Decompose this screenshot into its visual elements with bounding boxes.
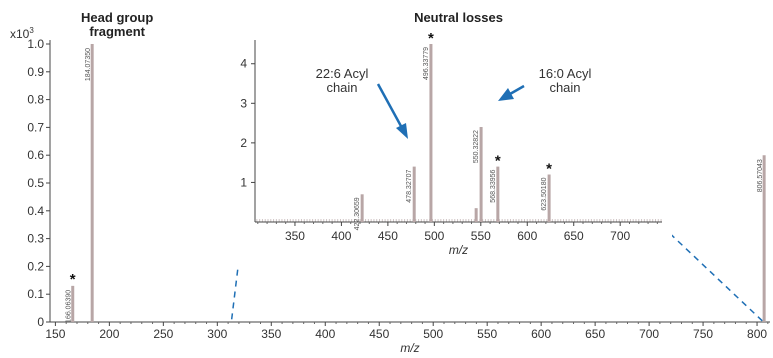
inset-x-tick-label: 550 <box>471 229 491 243</box>
main-peak-label: 184.07350 <box>85 48 92 81</box>
inset-x-tick-label: 700 <box>610 229 630 243</box>
x-axis-title: m/z <box>400 341 419 355</box>
inset-y-tick-label: 3 <box>240 96 247 110</box>
inset-x-tick-label: 400 <box>331 229 351 243</box>
y-tick-label: 0.1 <box>27 287 44 301</box>
inset-x-tick-label: 350 <box>285 229 305 243</box>
main-peak-star: * <box>70 271 76 288</box>
x-tick-label: 200 <box>99 327 119 341</box>
inset-peak-star: * <box>546 161 552 178</box>
y-tick-label: 0.6 <box>27 148 44 162</box>
inset-peak-label: 422.30659 <box>354 197 361 230</box>
y-multiplier-exponent: 3 <box>29 26 34 35</box>
y-tick-label: 0.9 <box>27 65 44 79</box>
inset-spectrum: Neutral losses 1 2 3 4 350 400 450 500 550 600 650 7… <box>225 10 672 267</box>
y-tick-label: 0.2 <box>27 259 44 273</box>
acyl-160-arrow-head <box>498 88 514 101</box>
inset-peak-label: 550.32822 <box>473 130 480 163</box>
y-tick-label: 0.7 <box>27 120 44 134</box>
x-tick-label: 450 <box>369 327 389 341</box>
inset-y-tick-label: 1 <box>240 175 247 189</box>
inset-x-axis-title: m/z <box>449 243 468 257</box>
zoom-line-right <box>661 225 765 323</box>
x-tick-label: 550 <box>477 327 497 341</box>
x-tick-label: 750 <box>693 327 713 341</box>
inset-peak-label: 496.33779 <box>423 47 430 80</box>
y-tick-label: 0.4 <box>27 204 44 218</box>
head-group-label-line1: Head group <box>81 10 153 25</box>
x-tick-label: 250 <box>153 327 173 341</box>
acyl-160-label-line2: chain <box>549 80 580 95</box>
y-tick-label: 1.0 <box>27 37 44 51</box>
x-tick-label: 800 <box>747 327 767 341</box>
x-tick-label: 650 <box>585 327 605 341</box>
acyl-226-label-line2: chain <box>326 80 357 95</box>
x-tick-label: 350 <box>261 327 281 341</box>
main-peak-label: 166.06390 <box>66 290 73 323</box>
inset-peak-label: 568.33956 <box>490 170 497 203</box>
acyl-160-arrow-shaft <box>509 84 525 96</box>
acyl-226-arrow-shaft <box>376 83 404 129</box>
inset-y-tick-label: 4 <box>240 57 247 71</box>
inset-y-tick-label: 2 <box>240 136 247 150</box>
inset-background <box>225 10 672 267</box>
y-multiplier-label: x103 <box>10 26 34 41</box>
inset-x-tick-label: 450 <box>378 229 398 243</box>
acyl-226-label-line1: 22:6 Acyl <box>316 66 369 81</box>
x-tick-label: 600 <box>531 327 551 341</box>
inset-title: Neutral losses <box>414 10 503 25</box>
acyl-226-arrow-head <box>396 123 408 139</box>
y-tick-label: 0 <box>37 315 44 329</box>
y-tick-label: 0.5 <box>27 176 44 190</box>
head-group-label-line2: fragment <box>89 24 145 39</box>
x-tick-label: 400 <box>315 327 335 341</box>
y-tick-label: 0.3 <box>27 232 44 246</box>
inset-peak-label: 623.50180 <box>541 177 548 210</box>
x-tick-label: 500 <box>423 327 443 341</box>
x-tick-label: 150 <box>45 327 65 341</box>
y-tick-label: 0.8 <box>27 93 44 107</box>
inset-peak-star: * <box>428 30 434 47</box>
inset-x-tick-label: 500 <box>424 229 444 243</box>
x-tick-label: 300 <box>207 327 227 341</box>
main-peak-label: 806.57043 <box>757 159 764 192</box>
inset-x-tick-label: 650 <box>564 229 584 243</box>
inset-x-tick-label: 600 <box>517 229 537 243</box>
acyl-160-label-line1: 16:0 Acyl <box>539 66 592 81</box>
x-tick-label: 700 <box>639 327 659 341</box>
inset-peak-label: 478.32707 <box>406 170 413 203</box>
inset-peak-star: * <box>495 153 501 170</box>
